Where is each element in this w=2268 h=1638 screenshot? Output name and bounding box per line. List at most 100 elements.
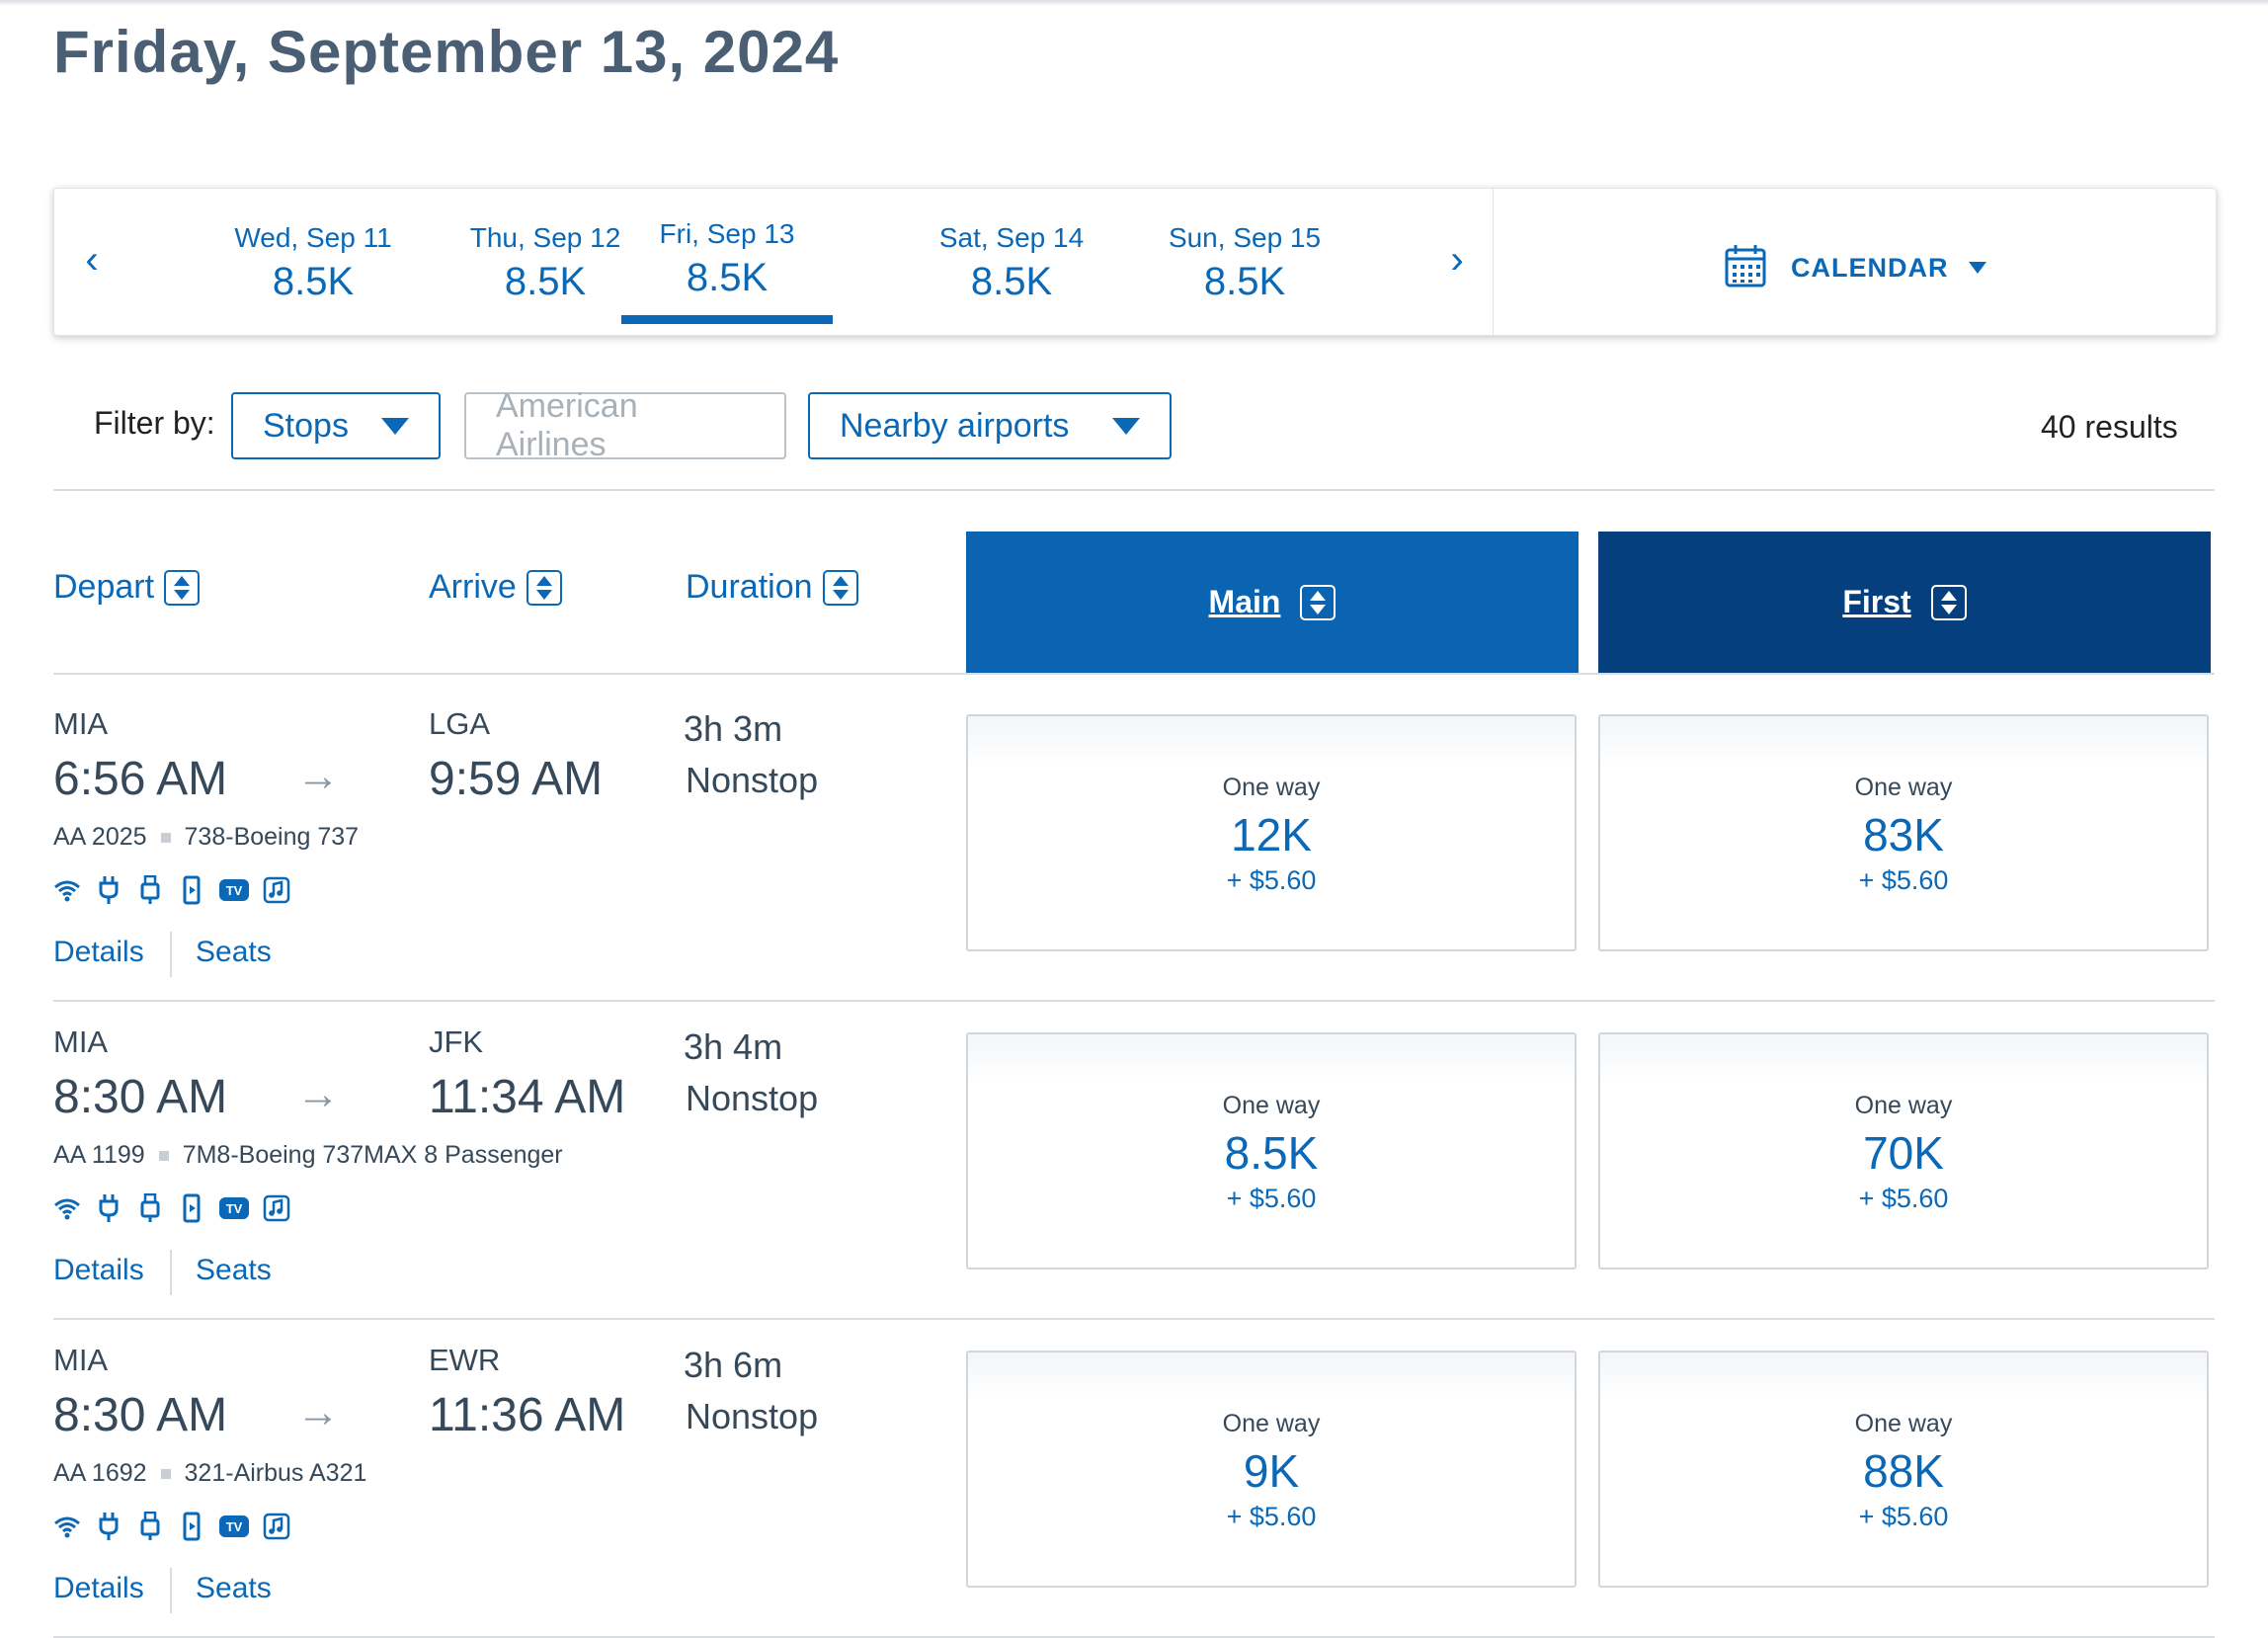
link-separator (170, 1568, 172, 1613)
chevron-down-icon (1112, 417, 1140, 435)
flight-info: AA 2025 738-Boeing 737 (53, 823, 359, 852)
first-fare-option[interactable]: One way 88K + $5.60 (1598, 1351, 2209, 1588)
arrive-header-label: Arrive (429, 568, 517, 606)
main-fare-option[interactable]: One way 12K + $5.60 (966, 714, 1577, 951)
fare-type: One way (1854, 1410, 1953, 1437)
flight-number: AA 1199 (53, 1141, 145, 1169)
wifi-icon (53, 876, 81, 904)
amenities: TV (53, 875, 290, 905)
date-label: Fri, Sep 13 (659, 218, 795, 249)
usb-icon (136, 875, 164, 904)
tv-icon: TV (219, 1515, 249, 1537)
wifi-icon (53, 1513, 81, 1540)
separator-dot (158, 1150, 169, 1161)
fare-points: 9K (1243, 1445, 1300, 1497)
music-icon (263, 1513, 290, 1540)
divider (53, 1000, 2215, 1002)
date-price: 8.5K (686, 256, 769, 299)
flight-row: MIA 8:30 AM → JFK 11:34 AM 3h 4m Nonstop… (0, 993, 2268, 1311)
aircraft-type: 7M8-Boeing 737MAX 8 Passenger (182, 1141, 563, 1169)
date-option-sep-12[interactable]: Thu, Sep 12 8.5K (442, 222, 649, 304)
sort-arrive[interactable]: Arrive (429, 568, 562, 607)
nearby-airports-dropdown[interactable]: Nearby airports (808, 392, 1172, 459)
fare-taxes: + $5.60 (1226, 1184, 1317, 1213)
music-icon (263, 1194, 290, 1222)
sort-duration[interactable]: Duration (686, 568, 858, 607)
flight-duration: 3h 4m (684, 1026, 783, 1067)
flight-duration: 3h 6m (684, 1345, 783, 1385)
first-fare-option[interactable]: One way 70K + $5.60 (1598, 1032, 2209, 1269)
destination-airport: JFK (429, 1024, 484, 1059)
stops-filter-label: Stops (263, 406, 349, 445)
details-link[interactable]: Details (53, 936, 144, 968)
sort-icon (822, 569, 858, 606)
flight-duration: 3h 3m (684, 708, 783, 749)
separator-dot (160, 832, 171, 843)
device-entertainment-icon (178, 1512, 205, 1541)
next-dates-arrow-icon[interactable]: › (1450, 238, 1464, 282)
calendar-icon (1724, 242, 1767, 294)
tv-icon: TV (219, 1197, 249, 1219)
fare-type: One way (1222, 1092, 1321, 1119)
sort-icon (1300, 584, 1336, 620)
date-option-sep-15[interactable]: Sun, Sep 15 8.5K (1141, 222, 1348, 304)
divider (53, 673, 2215, 675)
destination-airport: LGA (429, 706, 491, 741)
fare-points: 83K (1863, 809, 1944, 860)
sort-depart[interactable]: Depart (53, 568, 201, 607)
seats-link[interactable]: Seats (196, 1254, 272, 1286)
date-label: Thu, Sep 12 (469, 222, 621, 253)
device-entertainment-icon (178, 1193, 205, 1223)
previous-dates-arrow-icon[interactable]: ‹ (85, 238, 99, 282)
flight-info: AA 1199 7M8-Boeing 737MAX 8 Passenger (53, 1141, 563, 1170)
details-link[interactable]: Details (53, 1254, 144, 1286)
destination-airport: EWR (429, 1343, 501, 1377)
date-price: 8.5K (970, 260, 1053, 303)
aircraft-type: 738-Boeing 737 (184, 823, 360, 851)
airline-filter-label: American Airlines (496, 387, 638, 463)
origin-airport: MIA (53, 1024, 109, 1059)
fare-type: One way (1222, 774, 1321, 801)
depart-time: 6:56 AM (53, 753, 228, 805)
seats-link[interactable]: Seats (196, 1572, 272, 1604)
selected-date-indicator (621, 315, 833, 324)
seats-link[interactable]: Seats (196, 936, 272, 968)
origin-airport: MIA (53, 1343, 109, 1377)
first-cabin-label: First (1842, 584, 1911, 619)
main-cabin-label: Main (1208, 584, 1281, 619)
wifi-icon (53, 1194, 81, 1222)
calendar-button[interactable]: CALENDAR (1724, 243, 1986, 292)
date-option-sep-11[interactable]: Wed, Sep 11 8.5K (209, 222, 417, 304)
details-link[interactable]: Details (53, 1572, 144, 1604)
chevron-down-icon (1968, 262, 1986, 274)
fare-points: 88K (1863, 1445, 1944, 1497)
fare-taxes: + $5.60 (1226, 1502, 1317, 1531)
arrive-time: 9:59 AM (429, 753, 604, 805)
main-fare-option[interactable]: One way 8.5K + $5.60 (966, 1032, 1577, 1269)
origin-airport: MIA (53, 706, 109, 741)
fare-type: One way (1222, 1410, 1321, 1437)
usb-icon (136, 1512, 164, 1540)
music-icon (263, 876, 290, 904)
fare-points: 8.5K (1224, 1127, 1319, 1179)
main-fare-option[interactable]: One way 9K + $5.60 (966, 1351, 1577, 1588)
date-option-sep-14[interactable]: Sat, Sep 14 8.5K (908, 222, 1115, 304)
arrow-right-icon: → (296, 752, 340, 800)
results-count: 40 results (2041, 409, 2178, 445)
first-cabin-header[interactable]: First (1598, 532, 2211, 673)
link-separator (170, 1250, 172, 1295)
tv-icon: TV (219, 879, 249, 901)
power-outlet-icon (95, 876, 122, 904)
main-cabin-header[interactable]: Main (966, 532, 1579, 673)
depart-time: 8:30 AM (53, 1071, 228, 1123)
flight-info: AA 1692 321-Airbus A321 (53, 1459, 366, 1488)
date-option-sep-13-selected[interactable]: Fri, Sep 13 8.5K (623, 218, 831, 300)
usb-icon (136, 1193, 164, 1222)
strip-divider (1493, 189, 1494, 335)
stops-filter-dropdown[interactable]: Stops (231, 392, 441, 459)
filter-label: Filter by: (94, 405, 215, 441)
arrow-right-icon: → (296, 1388, 340, 1436)
first-fare-option[interactable]: One way 83K + $5.60 (1598, 714, 2209, 951)
date-strip: ‹ Wed, Sep 11 8.5K Thu, Sep 12 8.5K Fri,… (53, 188, 2217, 336)
arrow-right-icon: → (296, 1070, 340, 1118)
